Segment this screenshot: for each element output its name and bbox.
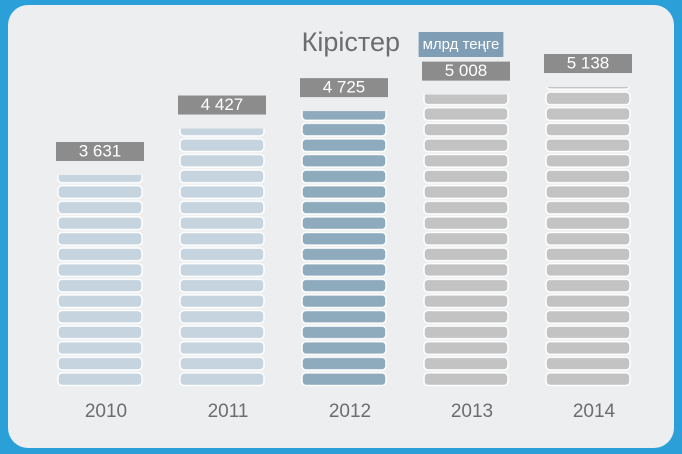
bar [179, 128, 265, 387]
value-label: 4 427 [201, 95, 244, 114]
value-label: 4 725 [323, 78, 366, 97]
x-tick-label: 2011 [208, 401, 249, 422]
bar [57, 175, 143, 387]
bar [301, 111, 387, 388]
value-label-box [544, 54, 632, 74]
x-tick-label: 2010 [85, 401, 127, 422]
value-label: 3 631 [79, 141, 122, 160]
x-tick-label: 2012 [329, 401, 371, 422]
value-label-box [56, 142, 144, 161]
value-label-box [422, 61, 510, 81]
x-tick-label: 2013 [451, 401, 493, 422]
value-label-box [300, 78, 388, 98]
chart-title: Кірістер [302, 27, 400, 57]
subtitle-box [418, 32, 504, 57]
value-label: 5 138 [567, 53, 610, 72]
bar [545, 87, 631, 387]
bar [423, 94, 509, 388]
value-label-box [178, 95, 266, 115]
x-tick-label: 2014 [573, 401, 616, 422]
value-label: 5 008 [445, 61, 488, 80]
chart-subtitle: млрд теңге [423, 36, 500, 53]
